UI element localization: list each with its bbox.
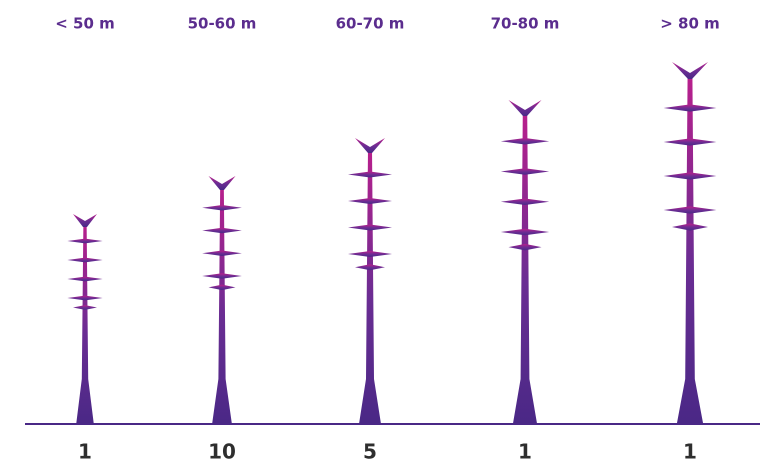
tower [663, 62, 717, 424]
count-label: 1 [78, 440, 92, 464]
tower-peak [672, 62, 708, 79]
tower-arm [348, 224, 392, 231]
tower-arm [355, 264, 385, 271]
tower-arm [67, 257, 103, 263]
tower-mast [212, 185, 232, 424]
category-label: < 50 m [55, 15, 115, 33]
tower-peak [73, 214, 97, 227]
tower-mast [512, 111, 538, 424]
category-label: 60-70 m [336, 15, 405, 33]
count-label: 1 [683, 440, 697, 464]
tower-peak [355, 138, 385, 153]
tower-arm [663, 104, 717, 112]
tower-arm [663, 172, 717, 180]
tower-arm [348, 251, 392, 257]
tower-arm [508, 243, 542, 251]
tower-arm [663, 138, 717, 146]
tower [67, 214, 103, 424]
tower [202, 176, 242, 424]
tower-peak [208, 176, 236, 190]
tower-mast [359, 148, 381, 424]
tower-arm [348, 171, 392, 178]
tower-mast [76, 222, 94, 424]
category-label: 50-60 m [188, 15, 257, 33]
tower-mast [676, 74, 704, 424]
tower-arm [202, 227, 242, 234]
tower-arm [500, 137, 550, 145]
tower-arm [73, 305, 97, 310]
count-label: 1 [518, 440, 532, 464]
tower-arm [202, 250, 242, 256]
tower-arm [202, 273, 242, 279]
tower-arm [500, 168, 550, 175]
tower-peak [508, 100, 542, 116]
count-label: 10 [208, 440, 236, 464]
category-label: > 80 m [660, 15, 720, 33]
tower-arm [67, 276, 103, 282]
tower-arm [348, 198, 392, 204]
count-label: 5 [363, 440, 377, 464]
tower-arm [202, 205, 242, 211]
tower-arm [67, 295, 103, 301]
tower-arm [500, 228, 550, 236]
tower [500, 100, 550, 424]
tower [348, 138, 392, 424]
tower-arm [663, 206, 717, 214]
tower-arm [208, 284, 236, 291]
tower-arm [500, 198, 550, 206]
category-label: 70-80 m [491, 15, 560, 33]
tower-arm [672, 223, 708, 231]
tower-arm [67, 238, 103, 244]
